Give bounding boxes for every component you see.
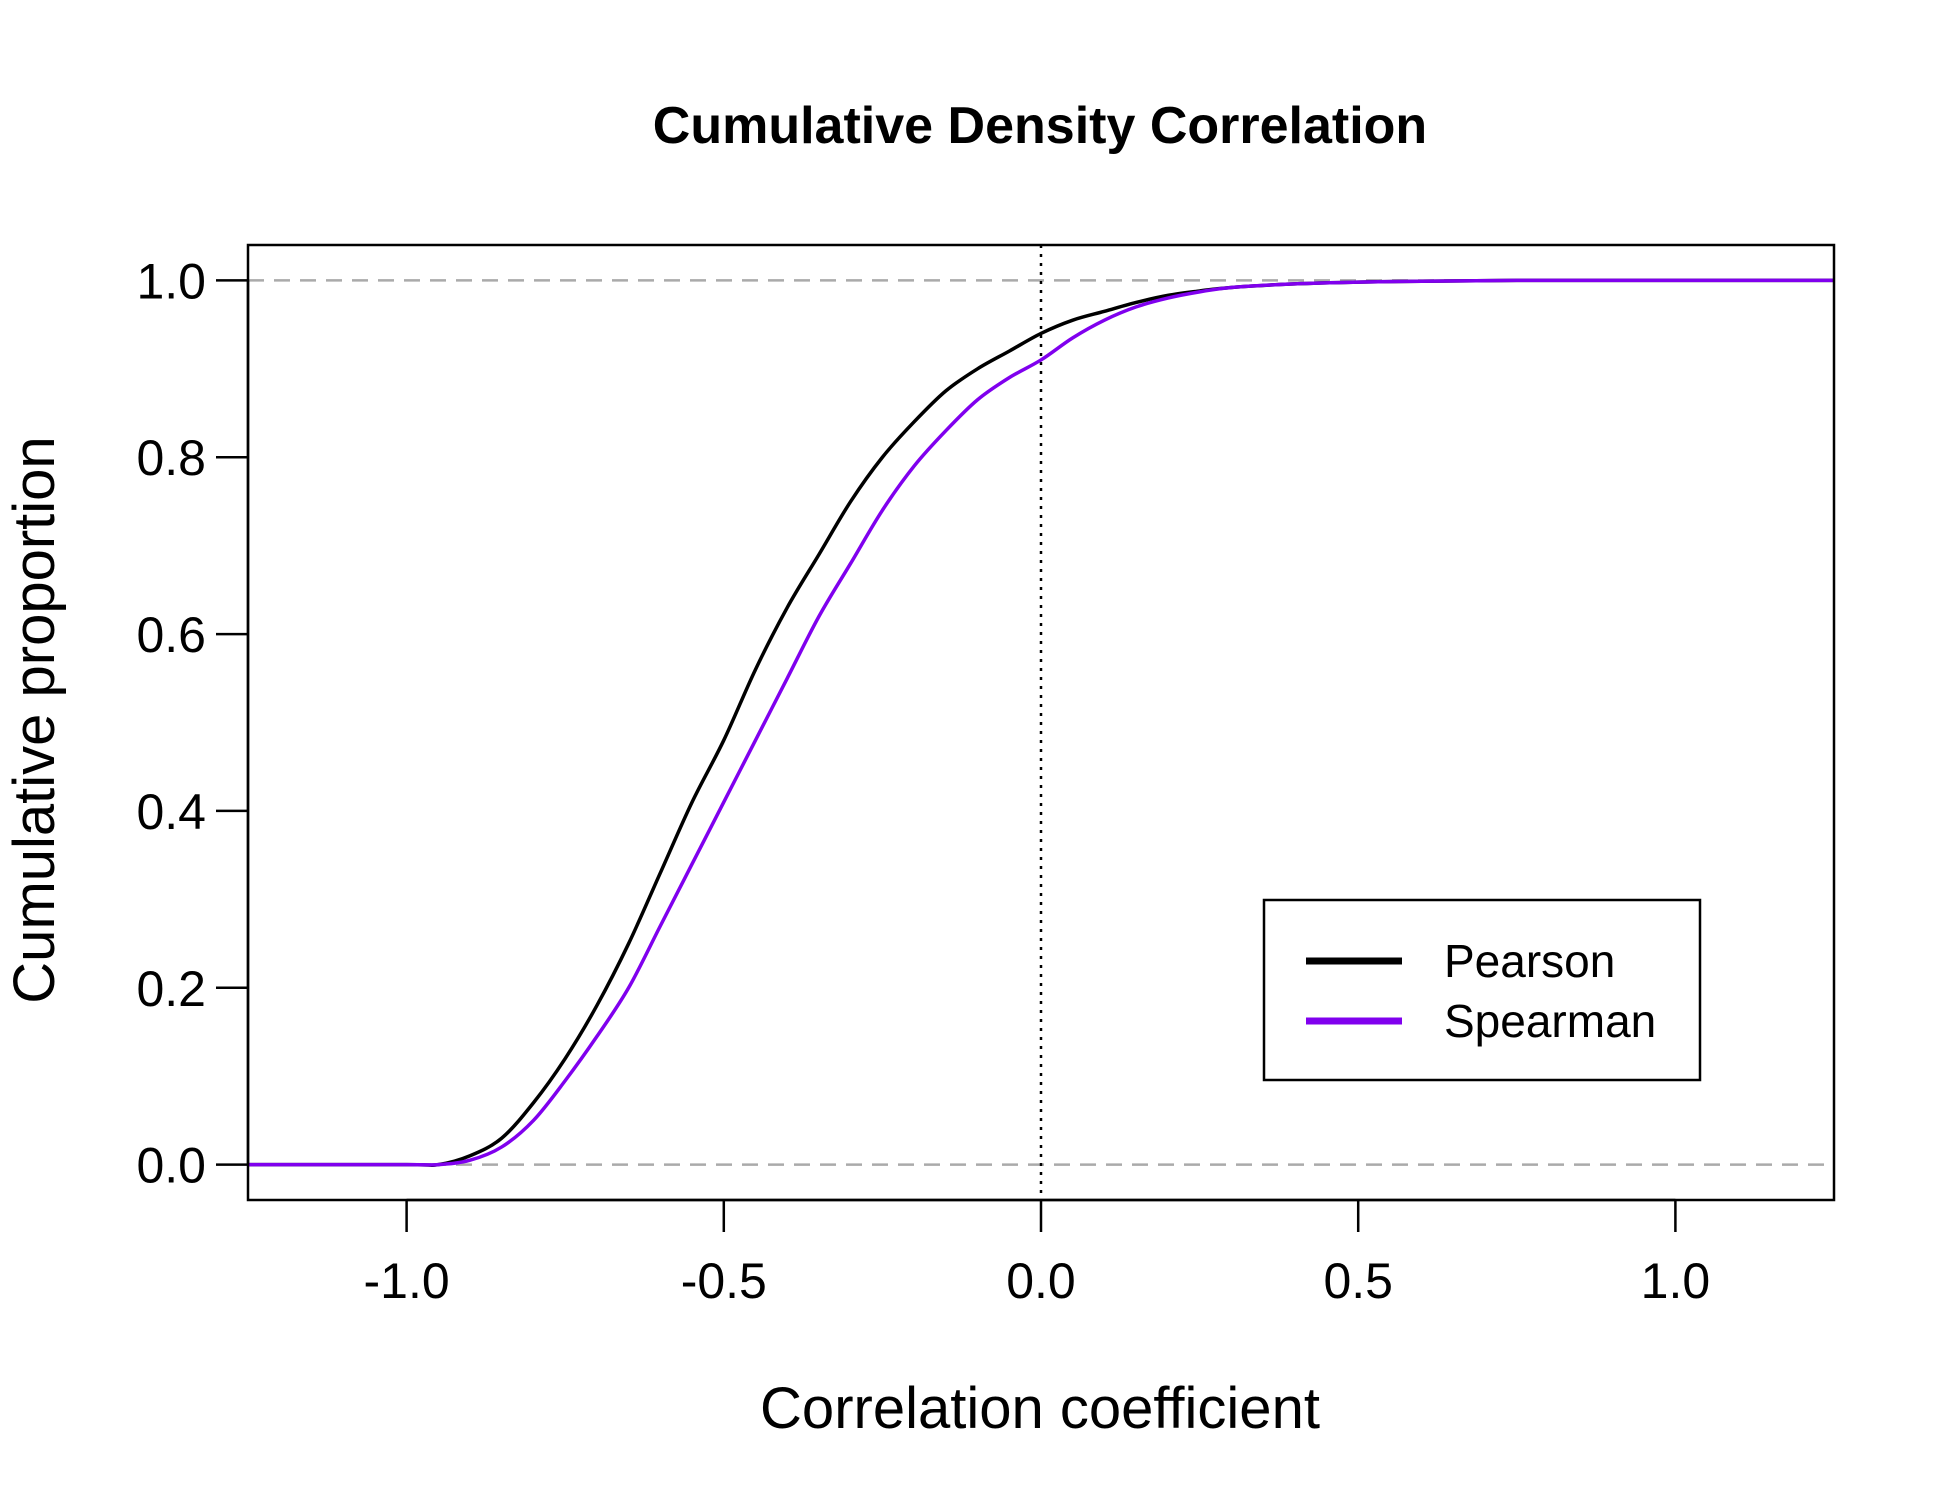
x-tick-label: -1.0 bbox=[364, 1253, 450, 1309]
legend: Pearson Spearman bbox=[1262, 898, 1702, 1082]
y-tick-label: 0.2 bbox=[136, 961, 206, 1017]
legend-box bbox=[1262, 898, 1702, 1082]
x-tick-label: -0.5 bbox=[681, 1253, 767, 1309]
legend-label-pearson: Pearson bbox=[1444, 935, 1615, 987]
x-tick-label: 0.0 bbox=[1006, 1253, 1076, 1309]
y-tick-label: 0.0 bbox=[136, 1138, 206, 1194]
legend-label-spearman: Spearman bbox=[1444, 995, 1656, 1047]
y-tick-label: 0.6 bbox=[136, 607, 206, 663]
y-tick-label: 1.0 bbox=[136, 253, 206, 309]
y-tick-label: 0.8 bbox=[136, 430, 206, 486]
x-tick-label: 0.5 bbox=[1323, 1253, 1393, 1309]
x-tick-label: 1.0 bbox=[1641, 1253, 1711, 1309]
y-tick-label: 0.4 bbox=[136, 784, 206, 840]
series-lines bbox=[247, 278, 1834, 1168]
series-line-spearman bbox=[247, 278, 1834, 1167]
x-axis: -1.0 -0.5 0.0 0.5 1.0 bbox=[364, 1198, 1711, 1309]
y-axis: 0.0 0.2 0.4 0.6 0.8 1.0 bbox=[136, 253, 250, 1194]
reference-lines bbox=[248, 245, 1834, 1200]
y-axis-label: Cumulative proportion bbox=[2, 436, 67, 1003]
x-axis-label: Correlation coefficient bbox=[760, 1376, 1320, 1441]
chart-title: Cumulative Density Correlation bbox=[653, 97, 1427, 155]
